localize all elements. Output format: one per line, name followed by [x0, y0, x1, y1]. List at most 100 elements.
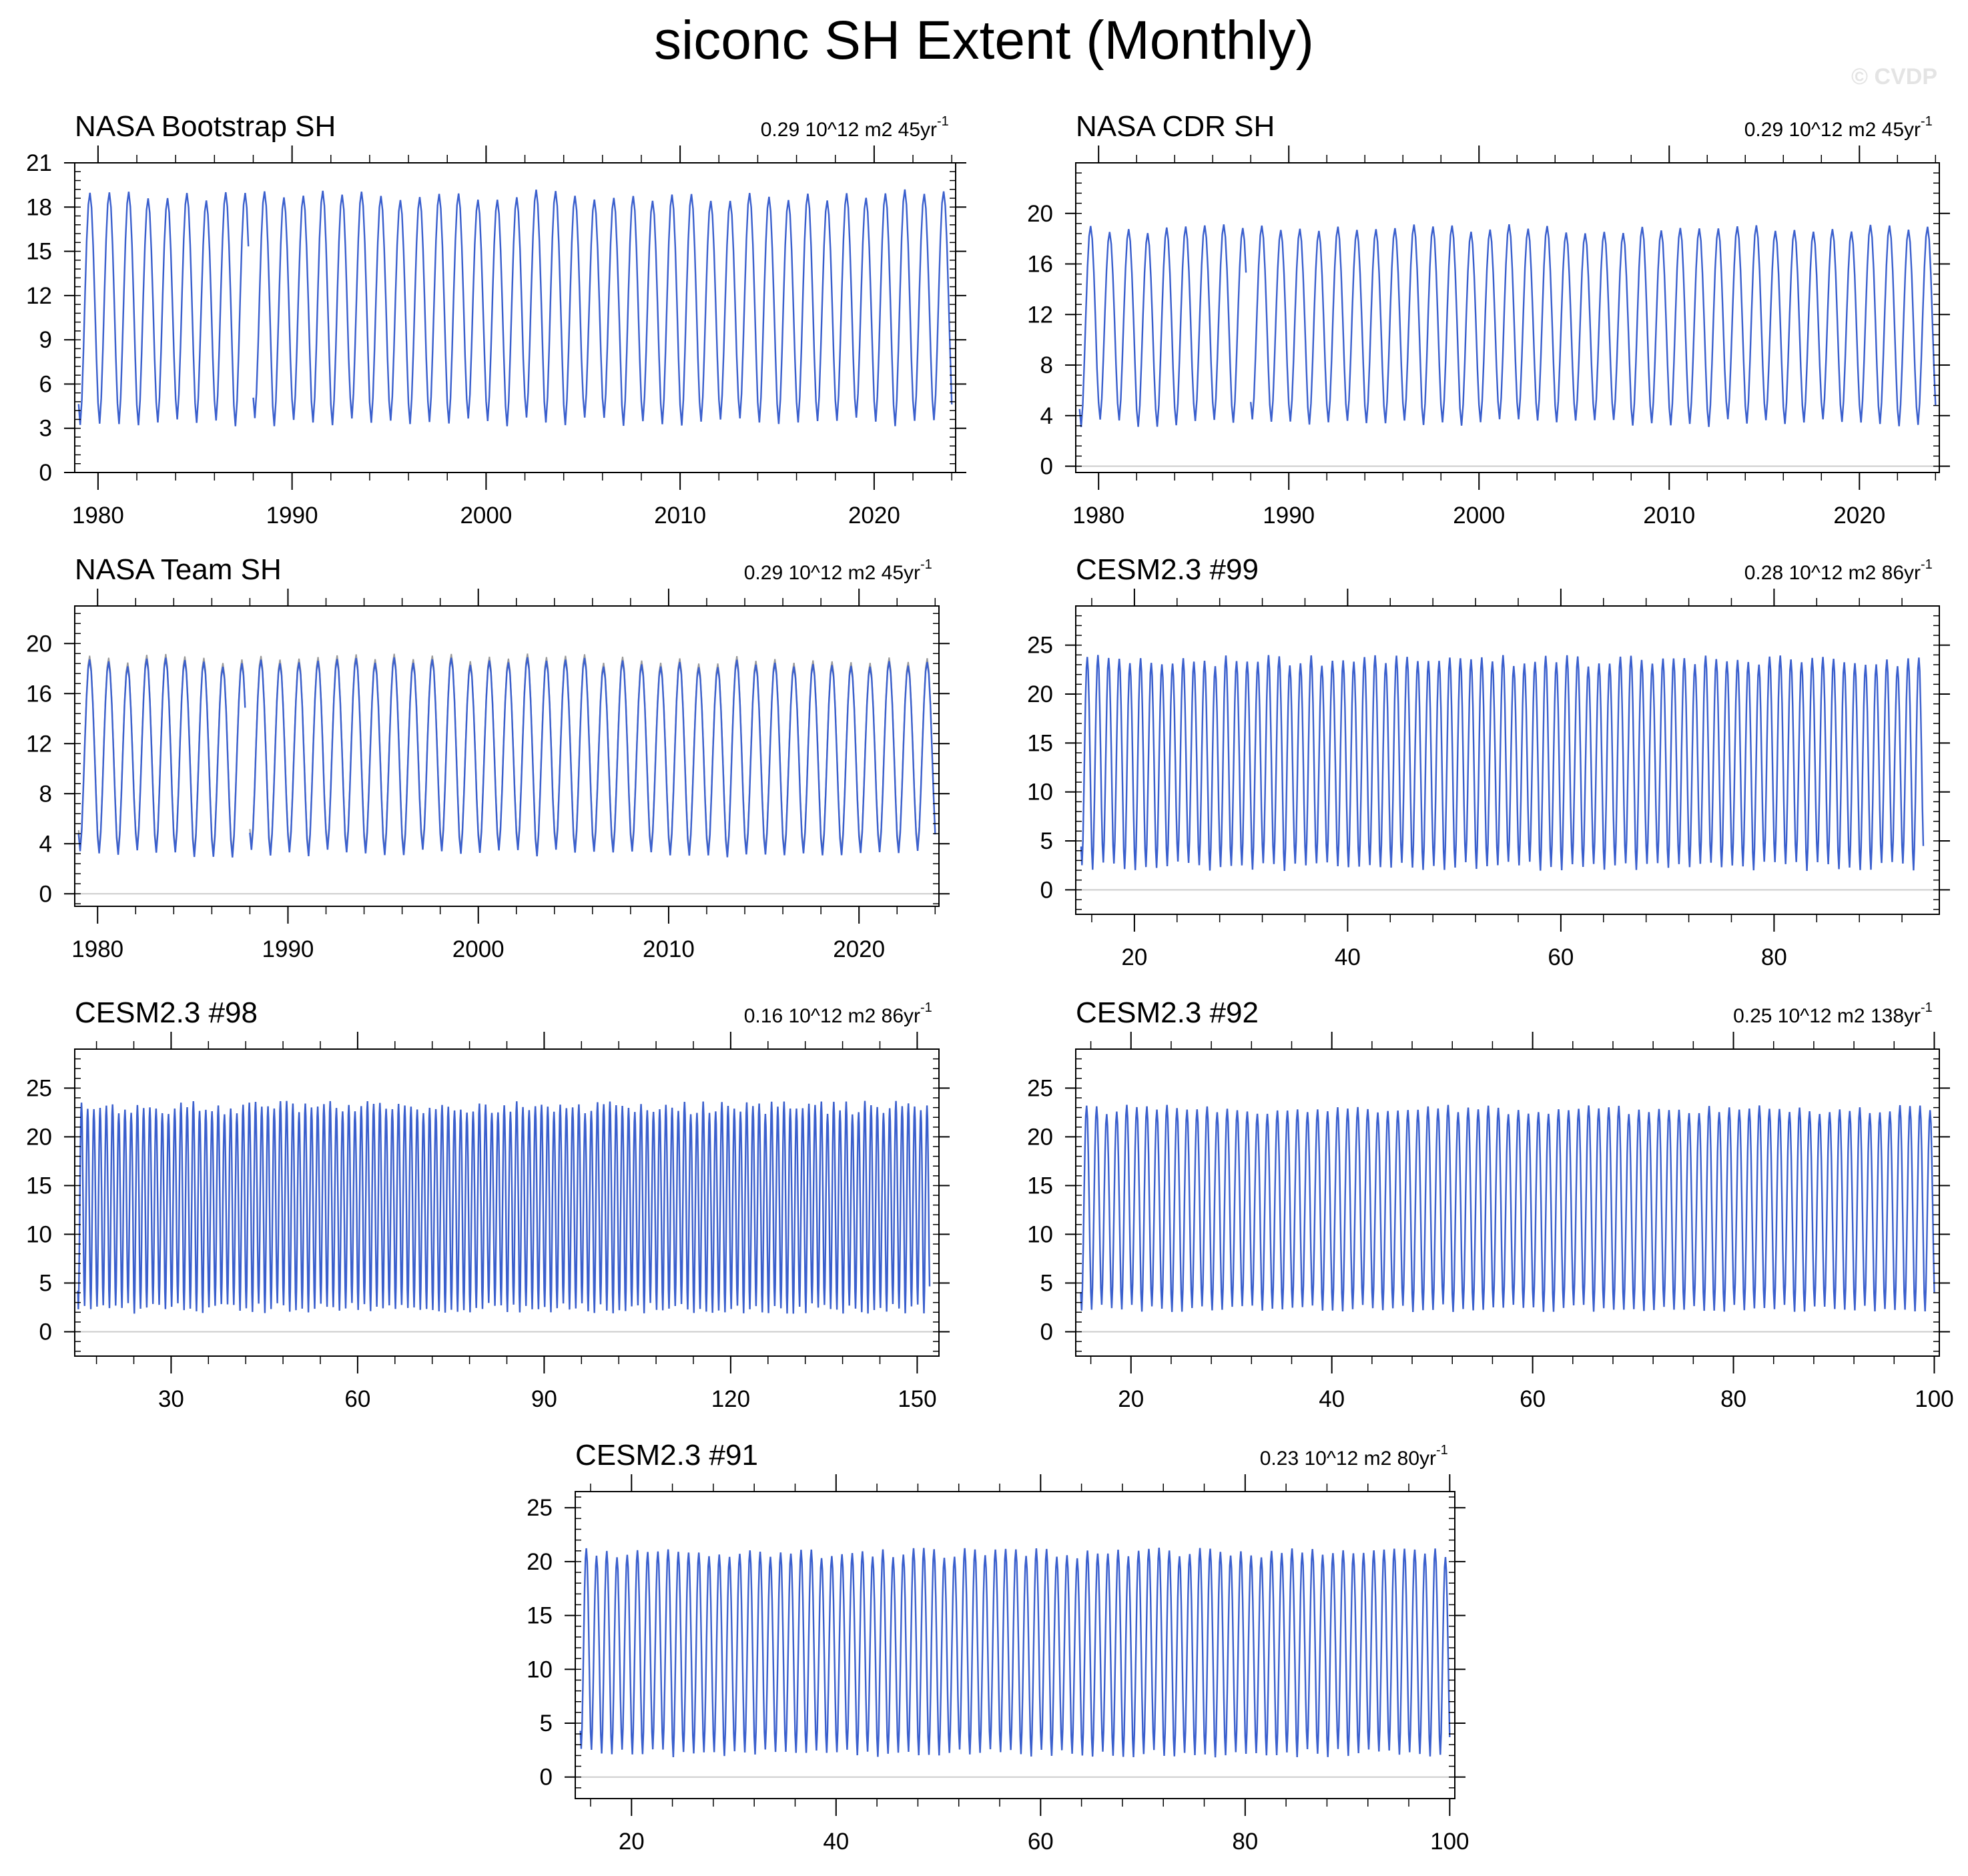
plot-frame — [1075, 605, 1940, 915]
y-tick-label: 20 — [1027, 201, 1053, 227]
panel-title: CESM2.3 #99 — [1076, 553, 1259, 586]
chart-panel: NASA Team SH 0.29 10^12 m2 45yr -1 0 4 8 12 16 2… — [26, 553, 950, 962]
y-tick-label: 16 — [1027, 252, 1053, 278]
y-tick-label: 20 — [1027, 1124, 1053, 1150]
y-tick-label: 15 — [26, 1173, 52, 1199]
x-tick-label: 2020 — [833, 936, 885, 962]
chart-panel: CESM2.3 #99 0.28 10^12 m2 86yr -1 0 5 10 15 20 2… — [1027, 553, 1950, 970]
figure-title: siconc SH Extent (Monthly) — [654, 10, 1314, 71]
x-tick-label: 100 — [1915, 1386, 1953, 1412]
series-line — [252, 189, 953, 426]
trend-label: 0.16 10^12 m2 86yr — [744, 1005, 920, 1027]
x-tick-label: 2000 — [1453, 503, 1505, 529]
y-tick-label: 0 — [540, 1765, 553, 1791]
x-tick-label: 20 — [619, 1829, 645, 1855]
plot-frame — [575, 1491, 1455, 1799]
y-tick-label: 3 — [39, 416, 52, 442]
y-tick-label: 25 — [26, 1075, 52, 1101]
y-tick-label: 16 — [26, 681, 52, 707]
y-tick-label: 25 — [527, 1495, 553, 1521]
panel-title: CESM2.3 #91 — [575, 1439, 758, 1472]
x-tick-label: 1980 — [1072, 503, 1124, 529]
series-line — [77, 1101, 931, 1314]
y-tick-label: 18 — [26, 194, 52, 220]
x-tick-label: 40 — [1319, 1386, 1345, 1412]
y-tick-label: 10 — [1027, 779, 1053, 806]
panel-title: CESM2.3 #92 — [1076, 996, 1259, 1029]
plot-frame — [1075, 162, 1940, 473]
chart-panel: NASA Bootstrap SH 0.29 10^12 m2 45yr -1 0 3 6… — [26, 110, 966, 529]
x-tick-label: 2010 — [654, 503, 706, 529]
x-tick-label: 90 — [531, 1386, 557, 1412]
y-tick-label: 0 — [1040, 454, 1053, 480]
series-line — [1078, 224, 1247, 428]
x-tick-label: 60 — [1520, 1386, 1546, 1412]
y-tick-label: 20 — [527, 1549, 553, 1575]
x-tick-label: 1980 — [72, 503, 124, 529]
panel-title: NASA Bootstrap SH — [75, 110, 336, 143]
x-tick-label: 1990 — [262, 936, 314, 962]
trend-exponent: -1 — [1921, 1000, 1933, 1015]
trend-exponent: -1 — [1921, 114, 1933, 129]
y-tick-label: 20 — [1027, 681, 1053, 707]
series-line — [1080, 1105, 1935, 1312]
y-tick-label: 15 — [1027, 730, 1053, 756]
x-tick-label: 20 — [1118, 1386, 1144, 1412]
x-tick-label: 150 — [898, 1386, 936, 1412]
x-tick-label: 20 — [1121, 944, 1147, 970]
x-tick-label: 1990 — [1263, 503, 1315, 529]
trend-label: 0.23 10^12 m2 80yr — [1260, 1448, 1436, 1470]
y-tick-label: 21 — [26, 150, 52, 176]
y-tick-label: 15 — [527, 1603, 553, 1629]
y-tick-label: 0 — [39, 1319, 52, 1345]
series-line — [249, 657, 936, 858]
x-tick-label: 80 — [1232, 1829, 1258, 1855]
y-tick-label: 20 — [26, 1124, 52, 1150]
y-tick-label: 8 — [1040, 352, 1053, 378]
panel-title: NASA CDR SH — [1076, 110, 1275, 143]
series-line — [77, 657, 246, 858]
chart-panel: CESM2.3 #92 0.25 10^12 m2 138yr -1 0 5 10 15 20… — [1027, 996, 1954, 1412]
series-line — [77, 192, 250, 426]
y-tick-label: 20 — [26, 631, 52, 657]
plot-frame — [74, 605, 940, 907]
y-tick-label: 25 — [1027, 633, 1053, 659]
trend-label: 0.29 10^12 m2 45yr — [761, 119, 937, 141]
plot-frame — [74, 162, 956, 473]
trend-exponent: -1 — [1436, 1443, 1448, 1458]
panel-title: CESM2.3 #98 — [75, 996, 258, 1029]
x-tick-label: 2020 — [848, 503, 900, 529]
y-tick-label: 4 — [39, 831, 52, 857]
y-tick-label: 4 — [1040, 403, 1053, 429]
trend-exponent: -1 — [1921, 557, 1933, 572]
series-line — [579, 1548, 1451, 1758]
y-tick-label: 10 — [26, 1221, 52, 1247]
y-tick-label: 15 — [26, 239, 52, 265]
trend-exponent: -1 — [920, 557, 932, 572]
plot-frame — [1075, 1048, 1940, 1357]
y-tick-label: 5 — [1040, 828, 1053, 854]
y-tick-label: 9 — [39, 327, 52, 353]
y-tick-label: 12 — [1027, 302, 1053, 328]
y-tick-label: 0 — [39, 460, 52, 486]
series-line — [1250, 224, 1937, 427]
x-tick-label: 100 — [1430, 1829, 1469, 1855]
y-tick-label: 12 — [26, 283, 52, 309]
trend-label: 0.29 10^12 m2 45yr — [1744, 119, 1921, 141]
trend-label: 0.28 10^12 m2 86yr — [1744, 562, 1921, 584]
x-tick-label: 1990 — [266, 503, 318, 529]
x-tick-label: 60 — [1028, 1829, 1054, 1855]
y-tick-label: 0 — [1040, 1319, 1053, 1345]
y-tick-label: 15 — [1027, 1173, 1053, 1199]
trend-exponent: -1 — [937, 114, 949, 129]
x-tick-label: 40 — [1335, 944, 1361, 970]
x-tick-label: 60 — [1548, 944, 1574, 970]
series-line — [1080, 655, 1925, 871]
x-tick-label: 2010 — [643, 936, 695, 962]
x-tick-label: 80 — [1720, 1386, 1746, 1412]
x-tick-label: 2000 — [460, 503, 512, 529]
y-tick-label: 0 — [1040, 877, 1053, 903]
x-tick-label: 2010 — [1643, 503, 1695, 529]
y-tick-label: 5 — [39, 1270, 52, 1296]
